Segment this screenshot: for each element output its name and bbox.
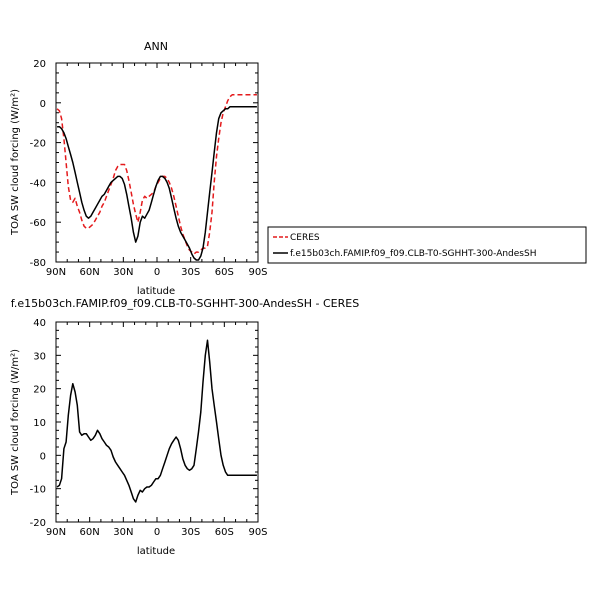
bottom-x-tick-label: 60S — [215, 527, 234, 538]
top-chart-x-axis-label: latitude — [137, 286, 175, 297]
top-chart-series — [56, 94, 257, 261]
top-y-tick-label: -20 — [30, 139, 46, 150]
top-x-tick-label: 90S — [248, 267, 267, 278]
top-y-tick-label: -40 — [30, 178, 46, 189]
bottom-chart-y-axis-label: TOA SW cloud forcing (W/m²) — [10, 349, 21, 496]
top-x-tick-label: 60S — [215, 267, 234, 278]
top-x-tick-label: 60N — [80, 267, 100, 278]
chart-top-annual: ANN 90N 60N 30N 0 30S 60S 90S 20 0 -20 -40 -60 -80 l… — [10, 40, 268, 297]
bottom-y-tick-label: -10 — [30, 485, 46, 496]
top-y-tick-label: -60 — [30, 218, 46, 229]
top-x-tick-label: 0 — [154, 267, 160, 278]
top-x-tick-label: 30N — [113, 267, 133, 278]
bottom-y-tick-label: 40 — [33, 318, 46, 329]
bottom-y-tick-label: 10 — [33, 418, 46, 429]
bottom-x-tick-label: 30N — [113, 527, 133, 538]
top-x-tick-label: 90N — [46, 267, 66, 278]
top-y-tick-label: -80 — [30, 258, 46, 269]
bottom-y-tick-label: 20 — [33, 385, 46, 396]
top-chart-legend: CERES f.e15b03ch.FAMIP.f09_f09.CLB-T0-SG… — [267, 226, 587, 264]
bottom-x-tick-label: 0 — [154, 527, 160, 538]
top-series-line-ceres — [56, 94, 257, 255]
top-x-tick-label: 30S — [181, 267, 200, 278]
bottom-y-tick-label: 0 — [40, 451, 46, 462]
bottom-x-tick-label: 30S — [181, 527, 200, 538]
bottom-x-tick-label: 90N — [46, 527, 66, 538]
top-chart-axes: 90N 60N 30N 0 30S 60S 90S 20 0 -20 -40 -60 -80 — [30, 59, 268, 278]
chart-bottom-difference: f.e15b03ch.FAMIP.f09_f09.CLB-T0-SGHHT-30… — [10, 297, 359, 557]
legend-label-ceres: CERES — [290, 233, 320, 243]
top-y-tick-label: 20 — [33, 59, 46, 70]
bottom-x-tick-label: 90S — [248, 527, 267, 538]
bottom-chart-axes: 90N 60N 30N 0 30S 60S 90S 40 30 20 10 0 -10 -20 — [30, 318, 268, 538]
bottom-series-line-model — [56, 339, 257, 503]
top-chart-y-axis-label: TOA SW cloud forcing (W/m²) — [10, 89, 21, 236]
top-series-line-model — [57, 106, 257, 261]
legend-label-model: f.e15b03ch.FAMIP.f09_f09.CLB-T0-SGHHT-30… — [290, 249, 536, 259]
bottom-x-tick-label: 60N — [80, 527, 100, 538]
bottom-chart-series — [56, 339, 257, 503]
bottom-chart-title: f.e15b03ch.FAMIP.f09_f09.CLB-T0-SGHHT-30… — [11, 297, 359, 310]
top-chart-title: ANN — [144, 40, 168, 53]
bottom-y-tick-label: 30 — [33, 351, 46, 362]
bottom-y-tick-label: -20 — [30, 518, 46, 529]
legend-box — [267, 226, 587, 264]
bottom-chart-x-axis-label: latitude — [137, 546, 175, 557]
top-y-tick-label: 0 — [40, 99, 46, 110]
